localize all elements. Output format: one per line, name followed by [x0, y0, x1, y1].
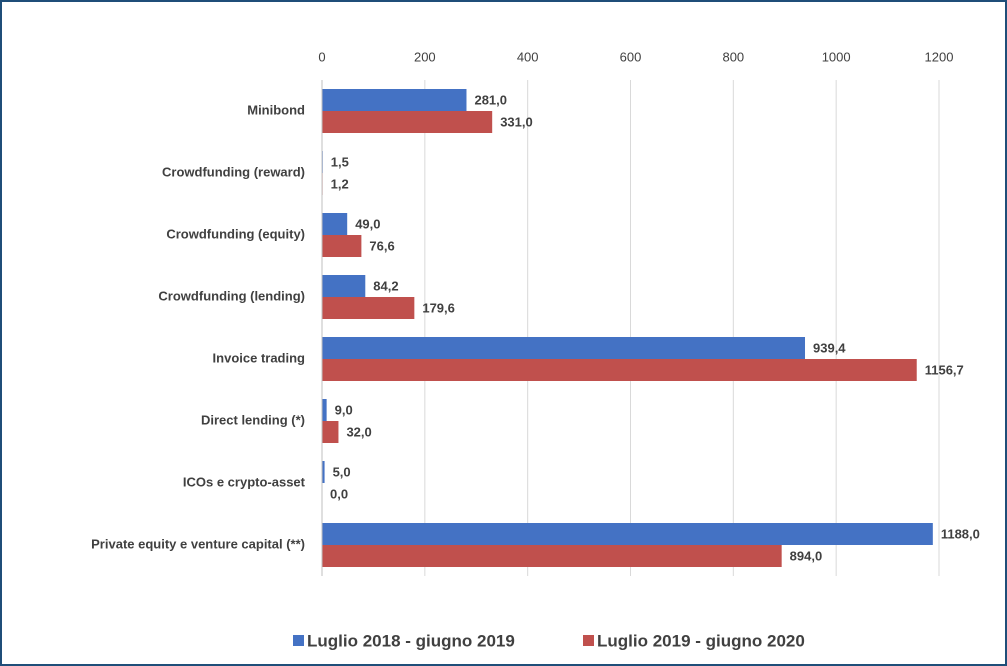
value-label: 1,5 — [331, 154, 349, 169]
value-label: 939,4 — [813, 340, 846, 355]
category-label: Crowdfunding (equity) — [166, 226, 305, 241]
bar — [322, 359, 917, 381]
category-label: Crowdfunding (lending) — [158, 288, 305, 303]
category-label: Direct lending (*) — [201, 412, 305, 427]
x-tick-label: 200 — [414, 49, 436, 64]
bar — [322, 523, 933, 545]
value-label: 76,6 — [369, 238, 394, 253]
value-label: 49,0 — [355, 216, 380, 231]
value-label: 5,0 — [333, 464, 351, 479]
value-label: 1,2 — [331, 176, 349, 191]
value-label: 331,0 — [500, 114, 533, 129]
x-tick-label: 0 — [318, 49, 325, 64]
bar — [322, 297, 415, 319]
x-tick-label: 1200 — [925, 49, 954, 64]
category-label: Crowdfunding (reward) — [162, 164, 305, 179]
value-label: 0,0 — [330, 486, 348, 501]
category-label: Invoice trading — [213, 350, 306, 365]
bar — [322, 545, 782, 567]
value-label: 1188,0 — [941, 526, 980, 541]
x-tick-label: 1000 — [822, 49, 851, 64]
value-label: 9,0 — [335, 402, 353, 417]
bar — [322, 213, 348, 235]
legend-swatch — [583, 635, 594, 646]
bar — [322, 337, 806, 359]
bar — [322, 111, 493, 133]
value-label: 281,0 — [474, 92, 507, 107]
x-tick-label: 400 — [517, 49, 539, 64]
value-label: 1156,7 — [925, 362, 964, 377]
value-label: 894,0 — [790, 548, 823, 563]
category-label: Private equity e venture capital (**) — [91, 536, 305, 551]
bar — [322, 461, 325, 483]
bar — [322, 399, 327, 421]
x-tick-label: 600 — [620, 49, 642, 64]
bar — [322, 89, 467, 111]
bar — [322, 275, 366, 297]
value-label: 32,0 — [346, 424, 371, 439]
value-label: 179,6 — [422, 300, 455, 315]
category-label: ICOs e crypto-asset — [183, 474, 306, 489]
value-label: 84,2 — [373, 278, 398, 293]
legend-swatch — [293, 635, 304, 646]
category-label: Minibond — [247, 102, 305, 117]
x-tick-label: 800 — [722, 49, 744, 64]
bar — [322, 421, 339, 443]
legend-label: Luglio 2019 - giugno 2020 — [597, 631, 805, 650]
bar — [322, 235, 362, 257]
legend-label: Luglio 2018 - giugno 2019 — [307, 631, 515, 650]
